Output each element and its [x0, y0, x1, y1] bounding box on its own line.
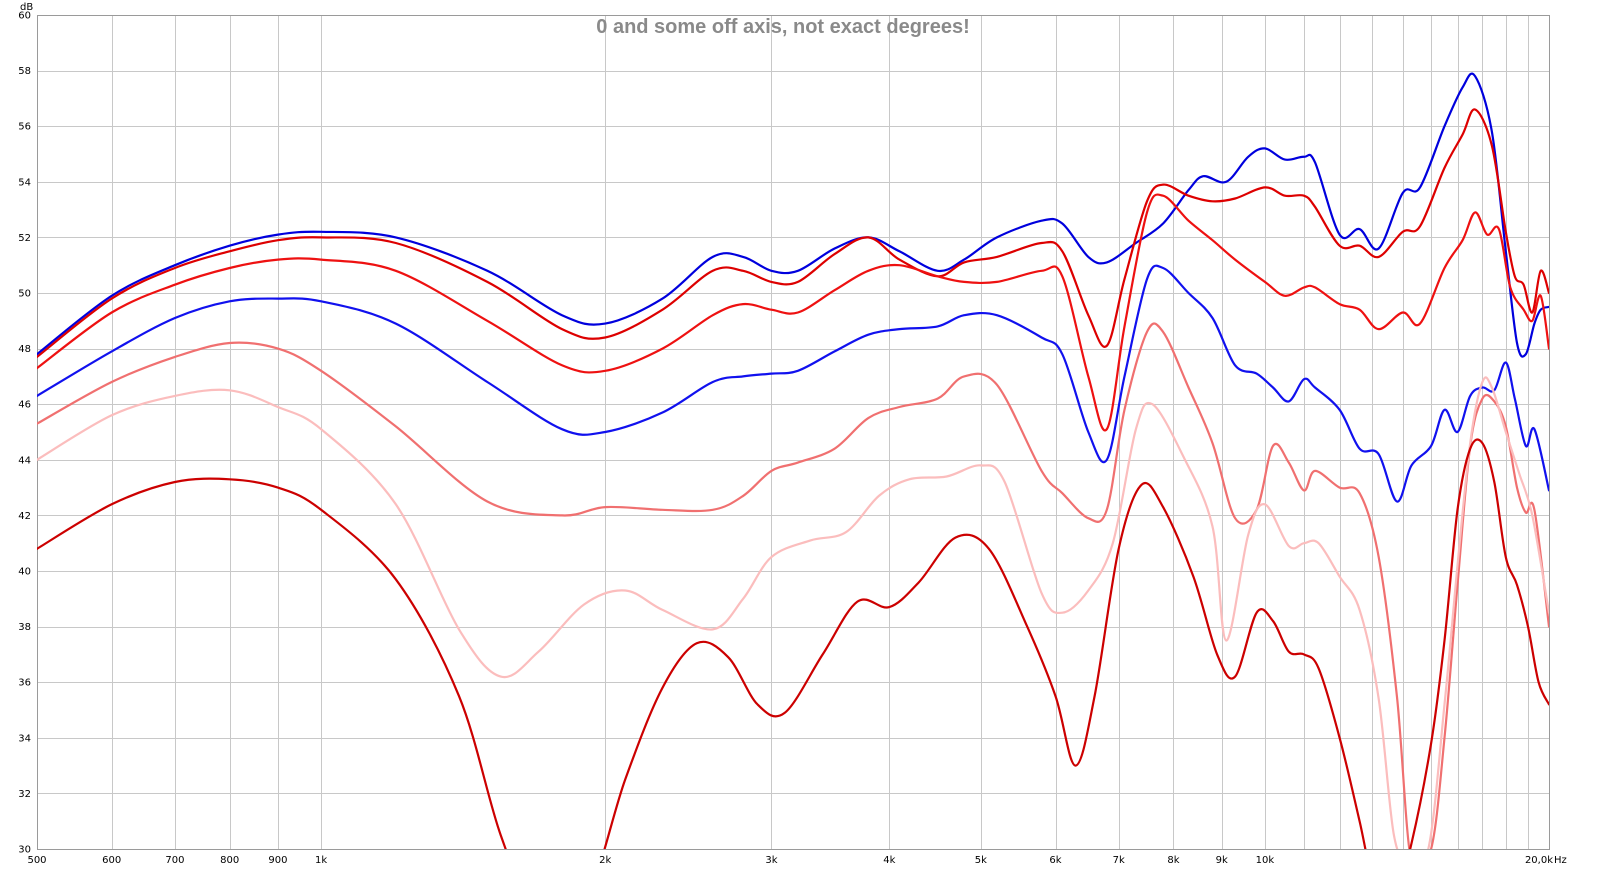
x-tick-label: 8k — [1167, 855, 1179, 866]
y-tick-label: 46 — [18, 400, 31, 411]
y-tick-label: 38 — [18, 622, 31, 633]
y-axis-tick-labels: 30 32 34 36 38 40 42 44 46 48 50 52 54 56 58 60 — [18, 11, 31, 856]
y-tick-label: 44 — [18, 455, 31, 466]
x-tick-label: 800 — [220, 855, 239, 866]
y-tick-label: 54 — [18, 177, 31, 188]
y-tick-label: 58 — [18, 66, 31, 77]
x-tick-label: 7k — [1113, 855, 1125, 866]
y-tick-label: 36 — [18, 678, 31, 689]
x-tick-label: 2k — [599, 855, 611, 866]
x-axis-tick-labels: 500 600 700 800 900 1k 2k 3k 4k 5k 6k 7k 8k 9k 10k 20,0… — [27, 855, 1553, 866]
y-tick-label: 32 — [18, 789, 31, 800]
y-tick-label: 40 — [18, 567, 31, 578]
x-tick-label: 4k — [883, 855, 895, 866]
series-line-5 — [37, 322, 1549, 849]
x-tick-label: 3k — [765, 855, 777, 866]
x-tick-label: 10k — [1256, 855, 1275, 866]
series-line-2 — [37, 108, 1549, 358]
series-line-6 — [37, 376, 1549, 849]
plot-frame — [37, 15, 1550, 850]
y-axis-label: dB — [20, 2, 33, 13]
x-tick-label: 6k — [1049, 855, 1061, 866]
series-layer — [37, 72, 1549, 849]
x-tick-label: 5k — [975, 855, 987, 866]
y-tick-label: 48 — [18, 344, 31, 355]
y-tick-label: 56 — [18, 122, 31, 133]
y-tick-label: 60 — [18, 11, 31, 22]
x-tick-label: 1k — [315, 855, 327, 866]
y-tick-label: 34 — [18, 733, 31, 744]
y-tick-label: 50 — [18, 289, 31, 300]
chart-title: 0 and some off axis, not exact degrees! — [596, 16, 969, 38]
y-tick-label: 52 — [18, 233, 31, 244]
x-tick-label: 700 — [165, 855, 184, 866]
x-tick-label: 900 — [268, 855, 287, 866]
x-axis-label: Hz — [1554, 855, 1567, 866]
grid-lines — [37, 15, 1550, 850]
x-tick-label: 9k — [1216, 855, 1228, 866]
series-line-1 — [37, 72, 1549, 358]
series-line-7 — [37, 438, 1549, 849]
x-tick-label: 600 — [102, 855, 121, 866]
series-line-4 — [37, 264, 1549, 503]
x-tick-label: 20,0k — [1525, 855, 1553, 866]
y-tick-label: 42 — [18, 511, 31, 522]
y-tick-label: 30 — [18, 845, 31, 856]
x-tick-label: 500 — [27, 855, 46, 866]
series-line-3 — [37, 193, 1549, 432]
